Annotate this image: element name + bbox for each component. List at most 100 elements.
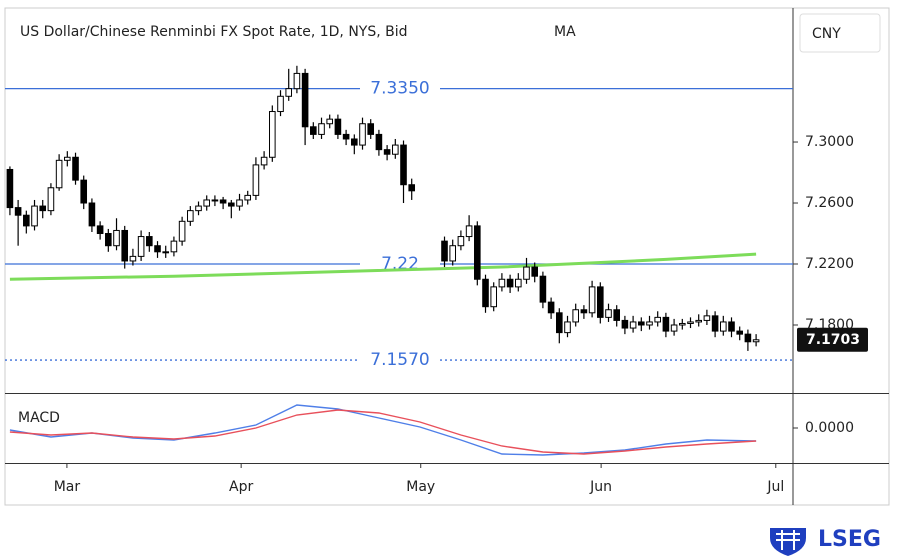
y-tick-label: 7.2600 — [805, 195, 854, 211]
candle-body — [539, 275, 547, 303]
candle-body — [367, 123, 375, 135]
candle-body — [47, 187, 55, 212]
candle-body — [6, 168, 14, 209]
candle-body — [137, 236, 145, 257]
candle-body — [547, 301, 555, 314]
chart-title: US Dollar/Chinese Renminbi FX Spot Rate,… — [20, 24, 408, 40]
candle-body — [687, 321, 694, 324]
candle-body — [474, 225, 481, 280]
level-label: 7.1570 — [370, 350, 429, 370]
candle-body — [228, 202, 235, 207]
candle-body — [400, 144, 407, 186]
candle-body — [252, 164, 260, 196]
x-tick-label: Mar — [54, 479, 81, 495]
candle-body — [293, 72, 301, 90]
macd-label: MACD — [18, 410, 60, 426]
candle-body — [695, 319, 703, 323]
candle-body — [515, 278, 522, 288]
candle-body — [88, 202, 96, 227]
candle-body — [170, 240, 178, 253]
candle-body — [187, 210, 194, 222]
candle-body — [359, 123, 366, 146]
candle-body — [121, 229, 129, 262]
candle-body — [736, 330, 744, 335]
candle-body — [162, 251, 170, 254]
candle-body — [638, 321, 645, 326]
candle-body — [654, 316, 662, 323]
candle-body — [752, 339, 760, 343]
candle-body — [449, 245, 457, 262]
candle-body — [670, 324, 678, 332]
x-tick-label: Jun — [589, 479, 612, 495]
candle-body — [326, 118, 334, 125]
candle-body — [531, 266, 539, 277]
candle-body — [236, 199, 243, 207]
candle-body — [580, 309, 588, 314]
candle-body — [408, 184, 416, 192]
candle-body — [564, 321, 571, 334]
candle-body — [310, 126, 317, 135]
candle-body — [744, 333, 752, 343]
x-tick-label: May — [406, 479, 435, 495]
candle-body — [301, 72, 309, 128]
candle-body — [80, 179, 88, 204]
level-label-bg — [360, 78, 440, 99]
candle-body — [605, 309, 612, 318]
candle-body — [728, 321, 735, 332]
candle-body — [178, 220, 186, 242]
candle-body — [597, 286, 604, 318]
candle-body — [375, 133, 383, 151]
candle-body — [277, 95, 284, 113]
candle-body — [703, 315, 711, 321]
candle-body — [244, 194, 252, 201]
moving-average — [9, 252, 757, 281]
level-label-bg — [360, 350, 440, 371]
candle-body — [711, 315, 719, 332]
brand: LSEG — [818, 527, 881, 552]
candle-body — [23, 214, 30, 227]
candle-body — [646, 321, 653, 326]
last-price-box — [797, 327, 868, 352]
candle-body — [318, 123, 325, 135]
candle-body — [588, 286, 596, 314]
candle-body — [211, 199, 219, 202]
macd-line — [9, 404, 757, 456]
candle-body — [285, 88, 293, 97]
last-price: 7.1703 — [806, 332, 860, 348]
candle-body — [334, 118, 342, 135]
indicator-label: MA — [554, 24, 576, 40]
candle-body — [113, 229, 120, 247]
candle-body — [498, 278, 506, 288]
candle-body — [154, 245, 161, 253]
candle-body — [383, 149, 391, 155]
currency[interactable]: CNY — [812, 26, 841, 42]
level-label: 7.3350 — [370, 79, 429, 99]
candle-body — [621, 319, 629, 329]
candle-body — [146, 236, 153, 247]
candle-body — [465, 225, 473, 238]
candle-body — [679, 322, 686, 326]
candle-body — [572, 309, 580, 323]
candle-body — [506, 278, 514, 288]
y-tick-label: 7.2200 — [805, 256, 854, 272]
candle-body — [64, 156, 71, 161]
candle-body — [129, 255, 137, 262]
candle-body — [14, 207, 22, 216]
candle-body — [342, 133, 350, 140]
candle-body — [55, 159, 63, 189]
candle-body — [613, 309, 621, 321]
crest — [770, 528, 806, 556]
candle-body — [203, 199, 211, 207]
candle-body — [662, 316, 670, 332]
candle-body — [260, 156, 268, 166]
candle-body — [351, 138, 358, 146]
candle-body — [195, 205, 202, 212]
candle-body — [219, 199, 227, 204]
candle-body — [105, 233, 112, 247]
candle-body — [720, 321, 727, 332]
candle-body — [31, 205, 38, 227]
candle-body — [39, 205, 47, 212]
currency-box[interactable] — [799, 13, 881, 53]
brand-logo: LSEG — [770, 527, 881, 556]
